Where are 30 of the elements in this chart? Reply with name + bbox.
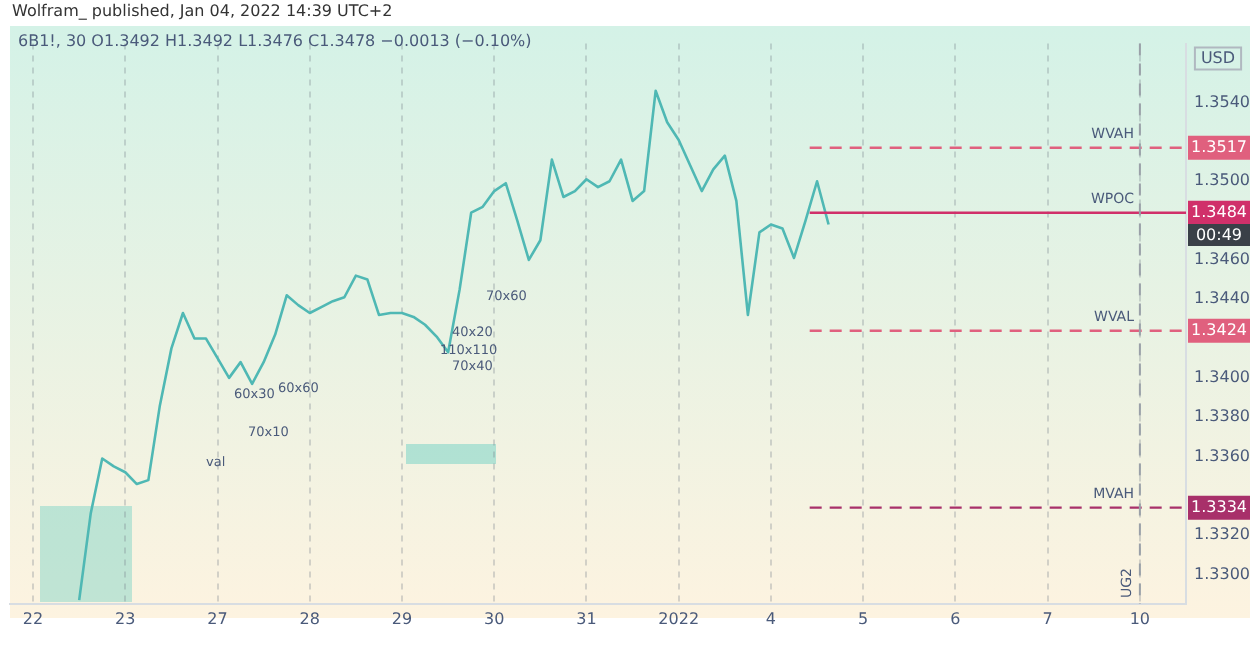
y-tick-label: 1.3460 [1194,250,1250,269]
x-tick-label: 6 [950,609,961,628]
x-tick-label: 4 [765,609,777,628]
x-tick-label: 5 [858,609,869,628]
y-tick-label: 1.3300 [1194,564,1250,583]
y-axis-title: USD [1200,48,1236,67]
y-tick-label: 1.3500 [1194,171,1250,190]
annotation: 1.3484 [1191,202,1247,221]
annotation: 1.3424 [1191,320,1247,339]
x-tick-label: 10 [1129,609,1151,628]
y-tick-label: 1.3380 [1194,407,1250,426]
x-tick-label: 22 [22,609,44,628]
y-tick-label: 1.3400 [1194,368,1250,387]
x-tick-label: 2022 [658,609,700,628]
x-tick-label: 31 [576,609,597,628]
x-tick-label: 29 [391,609,413,628]
x-tick-label: 27 [207,609,228,628]
y-tick-label: 1.3360 [1194,446,1250,465]
annotation: 1.3334 [1191,497,1247,516]
x-tick-label: 23 [115,609,136,628]
y-tick-label: 1.3440 [1194,289,1250,308]
chart-subtitle: Wolfram_ published, Jan 04, 2022 14:39 UTC+2 [12,2,393,20]
y-tick-label: 1.3320 [1194,525,1250,544]
x-tick-label: 30 [484,609,505,628]
x-tick-label: 7 [1042,609,1053,628]
annotation: 1.3517 [1191,137,1247,156]
x-tick-label: 28 [299,609,320,628]
y-tick-label: 1.3540 [1194,92,1250,111]
chart-title: 6B1!, 30 O1.3492 H1.3492 L1.3476 C1.3478 −0.0013 (−0.10%) [18,32,532,50]
text: 00:49 [1188,224,1250,246]
